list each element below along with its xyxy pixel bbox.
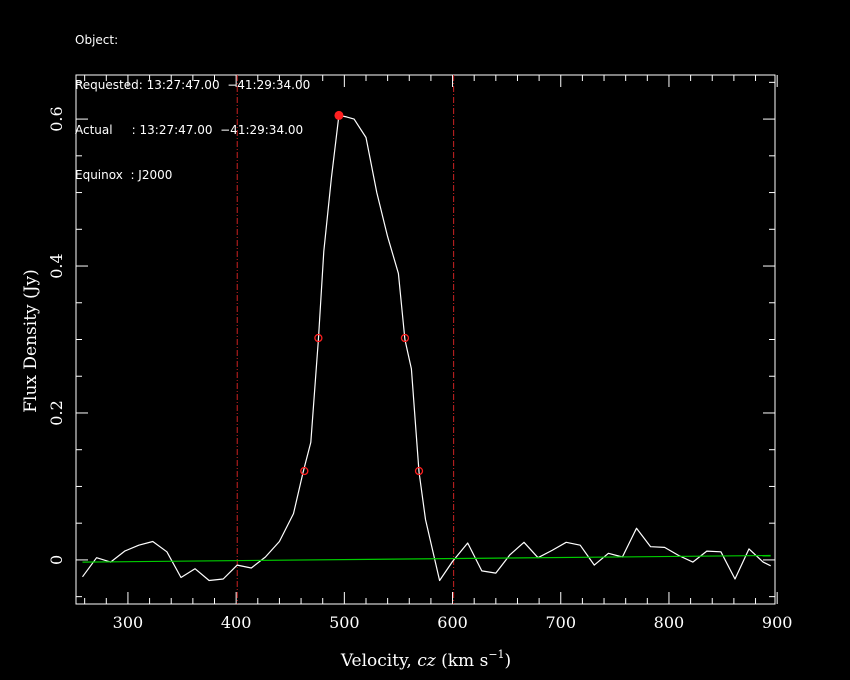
x-tick-label: 500	[329, 613, 360, 632]
header-requested-line: Requested: 13:27:47.00 −41:29:34.00	[75, 78, 311, 92]
y-tick-label: 0	[47, 555, 66, 565]
spectrum-line	[82, 114, 771, 582]
header-actual-line: Actual : 13:27:47.00 −41:29:34.00	[75, 123, 304, 137]
axis-labels: 300 400 500 600 700 800 900 0 0.2 0.4 0.6	[47, 106, 792, 632]
width-marker	[400, 333, 410, 343]
x-tick-label: 300	[113, 613, 144, 632]
x-axis-title: Velocity, cz (km s−1)	[340, 648, 511, 671]
markers	[300, 110, 424, 476]
plot-frame	[75, 74, 776, 605]
x-tick-label: 800	[654, 613, 685, 632]
peak-marker	[334, 110, 344, 120]
axis-ticks	[76, 75, 778, 604]
x-tick-label: 600	[437, 613, 468, 632]
window-lines	[236, 75, 455, 604]
header-equinox-line: Equinox : J2000	[75, 168, 173, 182]
baseline-line	[82, 554, 771, 563]
object-header: Object: Requested: 13:27:47.00 −41:29:34…	[75, 3, 310, 198]
header-object-line: Object:	[75, 33, 119, 47]
y-axis-title: Flux Density (Jy)	[21, 269, 41, 413]
series-lines	[82, 114, 771, 582]
plot-frame-rect	[75, 74, 776, 605]
y-tick-label: 0.6	[47, 106, 66, 131]
width-marker	[414, 466, 424, 476]
width-marker	[314, 333, 323, 343]
x-tick-label: 700	[545, 613, 576, 632]
y-tick-label: 0.2	[47, 400, 66, 425]
y-tick-label: 0.4	[47, 253, 66, 278]
width-marker	[300, 466, 309, 476]
x-tick-label: 400	[221, 613, 252, 632]
x-tick-label: 900	[762, 613, 793, 632]
